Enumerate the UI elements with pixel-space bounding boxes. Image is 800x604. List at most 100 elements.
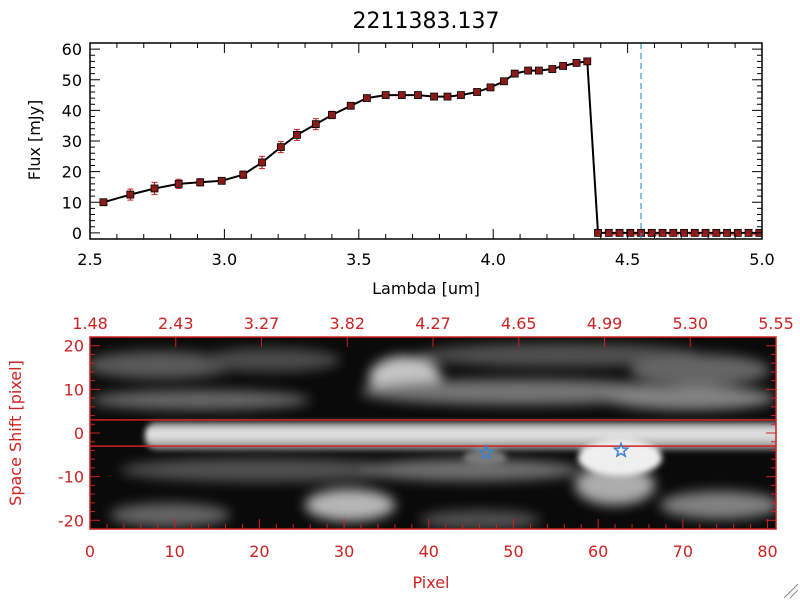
data-point	[258, 158, 266, 167]
spectrum-ytick-label: 60	[62, 40, 82, 59]
data-point	[500, 77, 508, 86]
spectrum-ylabel: Flux [mJy]	[25, 100, 44, 181]
image-top-tick-label: 1.48	[72, 314, 108, 333]
data-point	[604, 228, 613, 237]
image-heatmap	[90, 337, 776, 529]
spectrum-ytick-label: 40	[62, 101, 82, 120]
data-point	[712, 228, 721, 237]
star-icon	[612, 441, 630, 458]
image-top-tick-label: 5.55	[758, 314, 794, 333]
spectrum-ytick-label: 20	[62, 163, 82, 182]
image-xtick-label: 40	[419, 542, 439, 561]
image-top-tick-label: 3.27	[244, 314, 280, 333]
data-point	[196, 178, 205, 187]
data-point	[293, 130, 301, 139]
image-xtick-label: 50	[503, 542, 523, 561]
image-axes: 0 10 20 30 40 50 60 70 80 -20 -10 0 10 20 1.48 2.43 3.27…	[58, 314, 794, 561]
data-point	[217, 176, 226, 185]
image-top-tick-label: 4.99	[587, 314, 623, 333]
data-point	[723, 228, 731, 237]
spectrum-ytick-label: 0	[72, 224, 82, 243]
data-point	[311, 120, 320, 129]
heatmap-texture	[90, 343, 776, 529]
data-point	[99, 198, 108, 207]
image-ylabel: Space Shift [pixel]	[6, 360, 25, 506]
spectrum-extras	[598, 43, 762, 239]
spectrum-axes: 2.5 3.0 3.5 4.0 4.5 5.0 0 10 20 30 40 50 60	[62, 40, 775, 269]
spectrum-ytick-label: 50	[62, 71, 82, 90]
image-ytick-label: -20	[58, 511, 84, 530]
data-point	[239, 170, 248, 179]
image-xtick-label: 70	[673, 542, 693, 561]
spectrum-series	[99, 57, 762, 237]
spectrum-ytick-label: 10	[62, 193, 82, 212]
data-point	[414, 91, 422, 99]
data-point	[559, 62, 567, 70]
data-point	[381, 91, 390, 99]
chart-title: 2211383.137	[353, 9, 500, 34]
spectrum-xtick-label: 3.0	[212, 250, 237, 269]
data-point	[443, 92, 452, 101]
spectrum-xtick-label: 4.5	[615, 250, 640, 269]
data-point	[276, 143, 285, 152]
data-point	[658, 228, 667, 237]
data-point	[397, 91, 406, 99]
data-point	[534, 66, 543, 75]
image-xlabel: Pixel	[412, 573, 449, 592]
image-xtick-label: 10	[165, 542, 185, 561]
data-point	[457, 91, 465, 99]
image-xtick-label: 0	[85, 542, 95, 561]
star-icon	[477, 443, 495, 461]
spectrum-xtick-label: 4.0	[480, 250, 505, 269]
data-point	[669, 228, 678, 237]
data-point	[647, 228, 656, 237]
data-point	[690, 228, 699, 237]
spectrum-xlabel: Lambda [um]	[372, 279, 480, 298]
spectrum-line	[103, 60, 760, 234]
data-point	[510, 69, 519, 78]
data-point	[594, 228, 602, 237]
data-point	[126, 190, 135, 199]
data-point	[486, 83, 495, 92]
image-xtick-label: 80	[757, 542, 777, 561]
data-point	[150, 184, 159, 193]
image-top-tick-label: 2.43	[158, 314, 194, 333]
data-point	[626, 228, 635, 237]
data-point	[473, 88, 481, 96]
image-xtick-label: 60	[588, 542, 608, 561]
data-point	[733, 228, 742, 237]
image-ytick-label: -10	[58, 468, 84, 487]
spatial-image-panel: 0 10 20 30 40 50 60 70 80 -20 -10 0 10 20 1.48 2.43 3.27…	[6, 314, 794, 592]
spectrum-xtick-label: 3.5	[346, 250, 371, 269]
data-point	[583, 57, 592, 66]
data-point	[548, 65, 557, 73]
data-point	[524, 66, 533, 75]
image-top-tick-label: 4.27	[415, 314, 451, 333]
spectrum-frame	[89, 42, 763, 240]
data-point	[680, 228, 688, 237]
spectrum-panel: 2211383.137 2.5 3.0 3.5 4.0 4.5 5.0 0 10 20 30 40 5…	[25, 9, 775, 298]
image-xtick-label: 20	[249, 542, 269, 561]
image-top-tick-label: 4.65	[501, 314, 537, 333]
image-ytick-label: 0	[74, 424, 84, 443]
main-trace	[145, 422, 776, 476]
data-point	[328, 111, 336, 119]
image-top-tick-label: 3.82	[329, 314, 365, 333]
data-point	[346, 101, 355, 110]
image-top-tick-label: 5.30	[672, 314, 708, 333]
spectrum-xtick-label: 2.5	[77, 250, 102, 269]
data-point	[572, 59, 581, 67]
spectrum-xtick-label: 5.0	[749, 250, 774, 269]
data-point	[430, 92, 438, 101]
image-ytick-label: 10	[64, 380, 84, 399]
image-xtick-label: 30	[334, 542, 354, 561]
data-point	[615, 228, 624, 237]
data-point	[362, 94, 371, 103]
data-point	[701, 228, 710, 237]
resize-grip-icon[interactable]	[783, 583, 799, 599]
image-overlay	[90, 419, 776, 461]
data-point	[174, 179, 183, 188]
image-ytick-label: 20	[64, 337, 84, 356]
